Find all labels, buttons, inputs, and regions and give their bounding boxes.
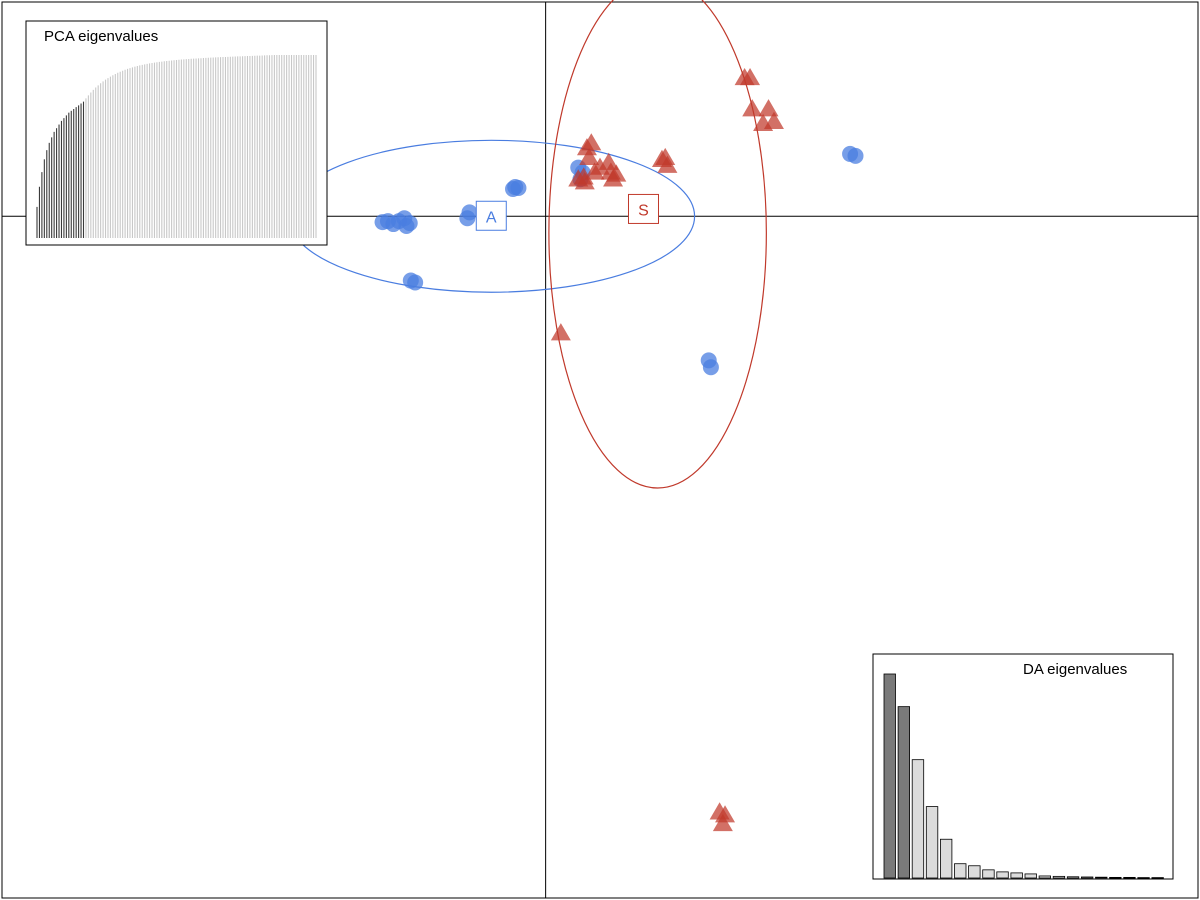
point-S-18 bbox=[758, 99, 779, 117]
pca-eigenvalues-inset: PCA eigenvalues bbox=[25, 20, 328, 246]
point-S-20 bbox=[763, 111, 784, 129]
group-label-S: S bbox=[627, 193, 659, 224]
point-S-7 bbox=[590, 157, 610, 175]
da-bar-14 bbox=[1081, 876, 1094, 879]
da-bar-3 bbox=[925, 806, 939, 879]
da-eigenvalues-inset: DA eigenvalues bbox=[872, 653, 1174, 880]
da-bar-6 bbox=[968, 865, 981, 879]
point-S-5 bbox=[574, 172, 595, 190]
point-A-20 bbox=[702, 359, 719, 376]
group-label-box-A bbox=[475, 200, 507, 231]
da-bar-2 bbox=[911, 759, 925, 879]
point-A-11 bbox=[510, 180, 527, 197]
da-bar-0 bbox=[883, 673, 896, 879]
group-label-text-S: S bbox=[638, 202, 649, 219]
da-bar-5 bbox=[954, 863, 967, 879]
point-S-1 bbox=[581, 133, 602, 151]
da-bar-1 bbox=[897, 706, 910, 879]
da-bar-18 bbox=[1137, 877, 1150, 879]
da-bar-15 bbox=[1095, 876, 1108, 879]
points-layer bbox=[374, 67, 864, 832]
group-label-A: A bbox=[475, 200, 507, 231]
point-S-10 bbox=[606, 164, 627, 182]
da-bar-13 bbox=[1066, 876, 1080, 879]
group-label-text-A: A bbox=[486, 209, 497, 226]
point-S-11 bbox=[598, 152, 619, 170]
da-bar-8 bbox=[996, 871, 1009, 879]
da-bars bbox=[883, 673, 1164, 879]
da-bar-16 bbox=[1109, 876, 1122, 879]
da-bar-4 bbox=[940, 838, 953, 879]
point-S-23 bbox=[715, 805, 736, 823]
point-A-18 bbox=[407, 274, 424, 291]
group-label-box-S bbox=[627, 193, 659, 224]
point-A-16 bbox=[847, 147, 864, 164]
point-S-17 bbox=[742, 99, 763, 117]
da-bar-12 bbox=[1052, 875, 1066, 879]
da-bar-9 bbox=[1010, 872, 1023, 879]
da-bar-17 bbox=[1123, 876, 1136, 879]
da-inset-title: DA eigenvalues bbox=[1023, 661, 1127, 678]
point-S-21 bbox=[550, 323, 571, 341]
pca-inset-title: PCA eigenvalues bbox=[44, 28, 158, 45]
da-bar-10 bbox=[1024, 873, 1037, 879]
point-S-24 bbox=[712, 813, 733, 832]
pca-bars bbox=[36, 55, 317, 238]
da-bar-11 bbox=[1038, 875, 1051, 879]
da-bar-19 bbox=[1151, 877, 1164, 879]
point-S-2 bbox=[579, 147, 600, 166]
point-S-14 bbox=[651, 149, 672, 167]
point-A-6 bbox=[401, 215, 418, 232]
point-A-8 bbox=[461, 204, 478, 221]
point-S-16 bbox=[740, 67, 761, 86]
da-bar-7 bbox=[982, 869, 995, 879]
ellipse-group-S bbox=[548, 0, 767, 489]
